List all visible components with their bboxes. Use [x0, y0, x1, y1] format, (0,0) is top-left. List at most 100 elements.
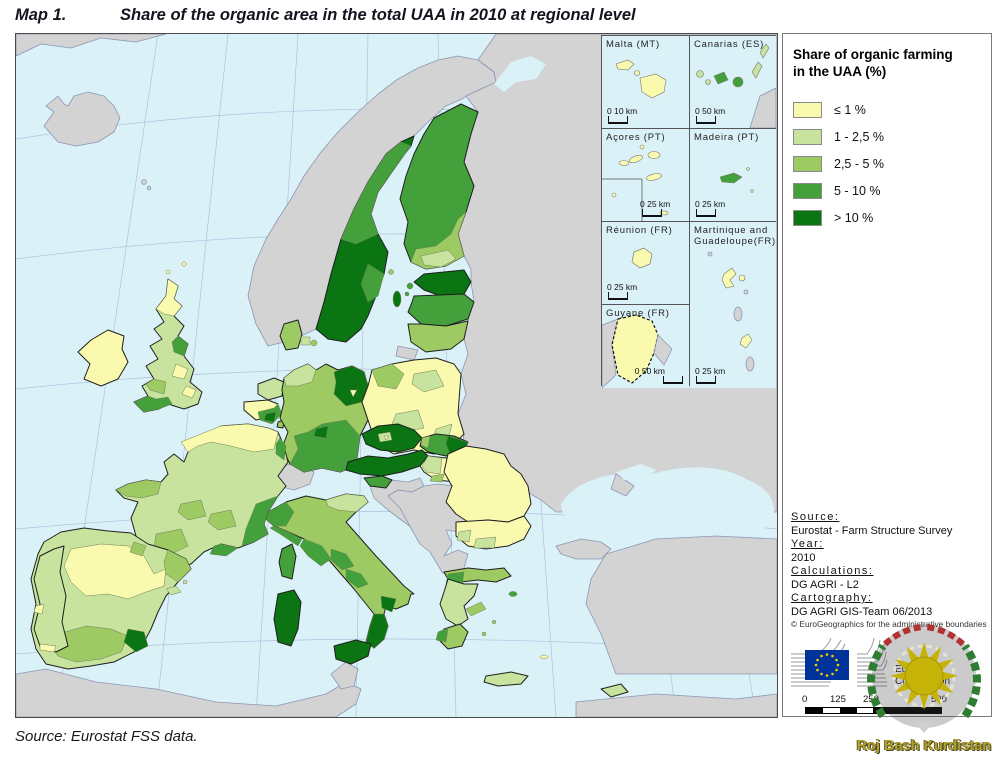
legend-panel: Share of organic farming in the UAA (%) … [782, 33, 992, 717]
ec-logo-text: European Commission [895, 664, 951, 687]
map-metadata: Source: Eurostat - Farm Structure Survey… [791, 511, 985, 619]
scale-bracket [696, 116, 716, 124]
netherlands [257, 377, 285, 401]
inset-scale: 0 25 km [640, 199, 671, 209]
legend-title: Share of organic farming in the UAA (%) [793, 47, 953, 79]
legend-swatch [793, 155, 822, 172]
aland [388, 269, 394, 275]
lithuania [407, 320, 469, 353]
north-africa [16, 668, 362, 717]
scalebar-label: 0 [802, 694, 808, 705]
sicily [333, 639, 372, 665]
inset-label: Guyane (FR) [606, 308, 670, 319]
corsica [278, 543, 297, 580]
ec-logo-graphic [791, 637, 888, 687]
inset-madeira: Madeira (PT) 0 25 km [690, 129, 776, 221]
header: Map 1. Share of the organic area in the … [15, 6, 985, 30]
eu-flag-stars [814, 653, 840, 677]
scalebar-label: 500 [931, 694, 947, 705]
portugal [33, 545, 69, 653]
scale-bracket [642, 209, 662, 217]
gotland [392, 290, 402, 308]
ec-swoosh-right [857, 637, 888, 687]
legend-swatch [793, 209, 822, 226]
inset-label: Açores (PT) [606, 132, 666, 143]
sardinia [273, 589, 302, 647]
bulgaria [455, 515, 532, 550]
shetland [181, 261, 187, 267]
inset-scale: 0 10 km [607, 106, 638, 116]
source-label: Source: [791, 511, 840, 523]
legend-item: 1 - 2,5 % [793, 123, 884, 150]
scale-bracket [663, 376, 683, 384]
page-title: Share of the organic area in the total U… [120, 6, 636, 24]
white-sea [494, 56, 546, 92]
legend-item: 2,5 - 5 % [793, 150, 884, 177]
inset-scale: 0 50 km [634, 366, 665, 376]
inset-scale: 0 50 km [695, 106, 726, 116]
iceland [43, 91, 121, 147]
kaliningrad [395, 345, 419, 361]
western-balkans [387, 483, 469, 580]
inset-label: Malta (MT) [606, 39, 660, 50]
inset-guyane: Guyane (FR) 0 50 km [602, 305, 689, 388]
cartography-label: Cartography: [791, 592, 873, 604]
inset-maps: Malta (MT) 0 10 km Canarias (ES) 0 50 km [601, 35, 776, 388]
scale-bracket [608, 292, 628, 300]
cyprus [600, 683, 629, 698]
non-eu-south [16, 535, 777, 717]
sea-of-azov [616, 464, 656, 480]
year-value: 2010 [791, 551, 816, 564]
faroe-islands [141, 179, 147, 185]
inset-canarias: Canarias (ES) 0 50 km [690, 36, 776, 128]
greece-central [439, 578, 479, 627]
inset-label: Martinique and Guadeloupe(FR) [694, 225, 776, 247]
european-commission-logo: European Commission [789, 636, 985, 694]
legend-items: ≤ 1 % 1 - 2,5 % 2,5 - 5 % 5 - 10 % > 10 … [793, 96, 884, 231]
greenland [16, 34, 167, 57]
inset-label: Réunion (FR) [606, 225, 673, 236]
watermark-text: Roj Bash Kurdistan [856, 738, 992, 754]
map-scalebar: 0 125 250 500 [802, 694, 955, 716]
inset-scale: 0 25 km [607, 282, 638, 292]
inset-reunion: Réunion (FR) 0 25 km [602, 222, 689, 304]
calculations-label: Calculations: [791, 565, 874, 577]
inset-acores: Açores (PT) 0 25 km [602, 129, 689, 221]
map-panel: Malta (MT) 0 10 km Canarias (ES) 0 50 km [15, 33, 778, 718]
inset-scale: 0 25 km [695, 366, 726, 376]
scalebar-label: 250 [863, 694, 879, 705]
latvia [407, 293, 475, 327]
austria [345, 449, 429, 477]
cartography-value: DG AGRI GIS-Team 06/2013 [791, 605, 933, 618]
inset-malta: Malta (MT) 0 10 km [602, 36, 689, 128]
legend-swatch [793, 182, 822, 199]
crimea [610, 473, 635, 497]
balearics [165, 585, 182, 596]
copyright-note: © EuroGeographics for the administrative… [791, 619, 987, 629]
tunisia [330, 661, 359, 690]
footer-source: Source: Eurostat FSS data. [15, 728, 198, 745]
year-label: Year: [791, 538, 824, 550]
legend-swatch [793, 128, 822, 145]
scale-bracket [696, 376, 716, 384]
czech-republic [361, 423, 423, 453]
africa-east [575, 693, 777, 717]
scale-bracket [608, 116, 628, 124]
turkish-thrace [555, 538, 612, 560]
turkey [585, 535, 777, 675]
inset-label: Madeira (PT) [694, 132, 760, 143]
ireland [77, 329, 129, 387]
eu-regions [30, 103, 629, 698]
estonia [413, 269, 472, 297]
legend-item: ≤ 1 % [793, 96, 884, 123]
calculations-value: DG AGRI - L2 [791, 578, 859, 591]
map-number-label: Map 1. [15, 6, 67, 24]
inset-label: Canarias (ES) [694, 39, 765, 50]
denmark [279, 319, 303, 351]
slovenia [363, 475, 393, 489]
scalebar-bar [805, 707, 942, 714]
scale-bracket [696, 209, 716, 217]
inset-martinique-guadeloupe: Martinique and Guadeloupe(FR) 0 25 km [690, 222, 776, 388]
scalebar-label: 125 [830, 694, 846, 705]
